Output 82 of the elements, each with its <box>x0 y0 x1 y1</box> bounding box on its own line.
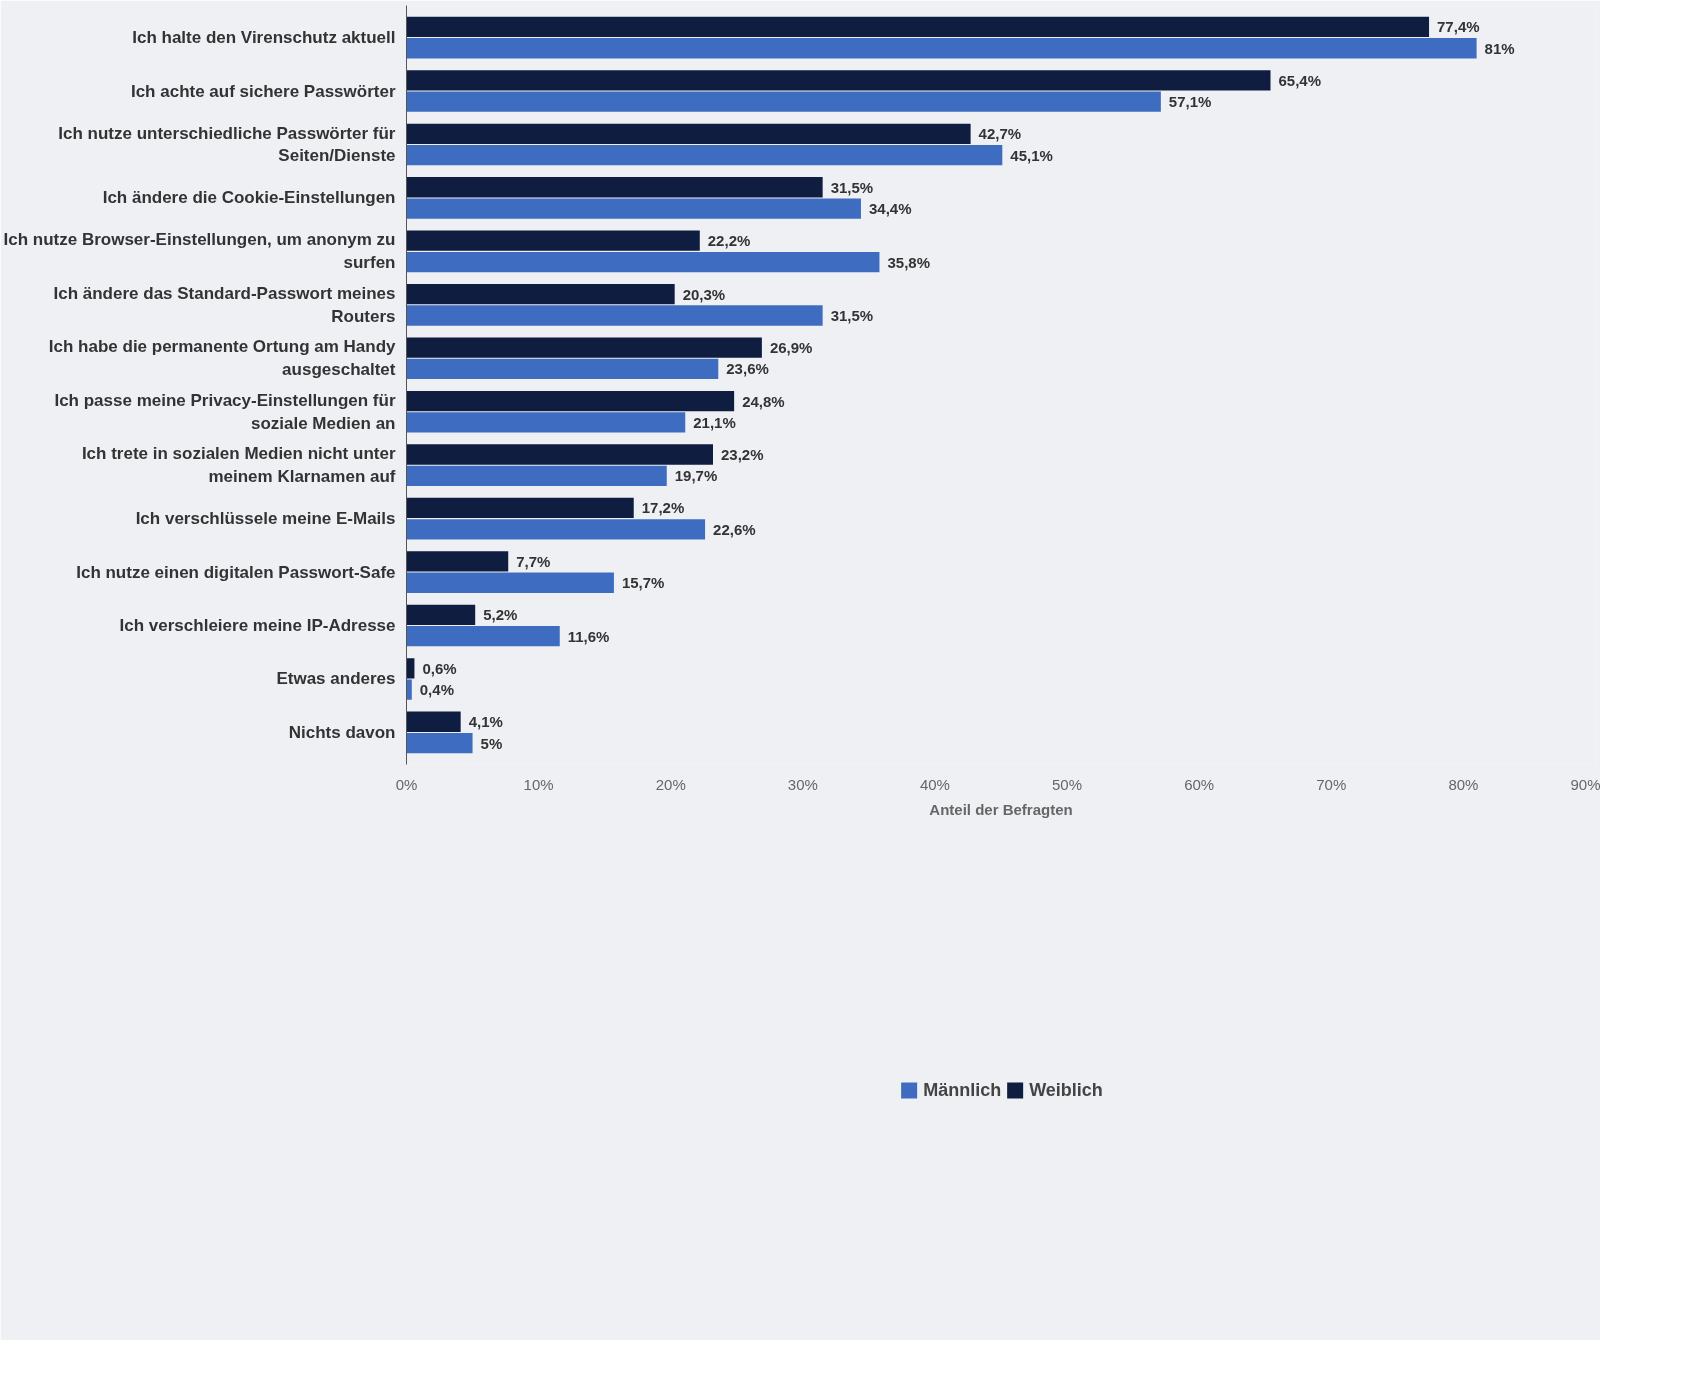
data-label: 7,7% <box>516 552 551 570</box>
bar <box>406 390 735 412</box>
y-tick-label: Ich halte den Virenschutz aktuell <box>132 28 396 48</box>
y-tick-label: Ich habe die permanente Ortung am Handy ausgeschaltet <box>48 337 397 380</box>
data-label: 42,7% <box>978 125 1022 143</box>
data-label: 20,3% <box>682 285 726 303</box>
bar <box>406 465 667 487</box>
data-label: 0,4% <box>419 681 454 699</box>
y-tick-label: Ich ändere die Cookie-Einstellungen <box>102 188 396 208</box>
data-label: 65,4% <box>1278 71 1322 89</box>
bar <box>406 572 614 593</box>
y-tick-label: Ich ändere das Standard-Passwort meines Routers <box>53 283 396 326</box>
bar <box>406 679 412 700</box>
x-axis-title: Anteil der Befragten <box>929 800 1073 818</box>
x-tick-label: 90% <box>1570 775 1601 793</box>
bar <box>406 497 634 519</box>
bar <box>406 337 762 358</box>
bar <box>406 16 1430 38</box>
bar <box>406 38 1477 59</box>
data-label: 34,4% <box>868 200 912 218</box>
bar <box>406 551 509 572</box>
x-tick-label: 0% <box>395 775 418 793</box>
data-label: 19,7% <box>674 467 718 485</box>
data-label: 77,4% <box>1437 18 1480 36</box>
bar <box>406 305 823 326</box>
data-label: 57,1% <box>1168 93 1212 111</box>
x-tick-label: 20% <box>655 775 686 793</box>
x-tick-label: 50% <box>1052 775 1083 793</box>
bar <box>406 283 675 305</box>
data-label: 11,6% <box>567 627 610 645</box>
y-tick-label: Ich trete in sozialen Medien nicht unter meinem Klarnamen auf <box>81 444 396 487</box>
data-label: 26,9% <box>769 339 813 357</box>
bar <box>406 123 971 144</box>
data-label: 24,8% <box>742 392 785 410</box>
data-label: 31,5% <box>830 178 874 196</box>
x-tick-label: 80% <box>1448 775 1479 793</box>
bar <box>406 198 861 219</box>
y-tick-label: Ich achte auf sichere Passwörter <box>130 81 396 101</box>
x-tick-label: 10% <box>523 775 554 793</box>
legend-label: Männlich <box>923 1079 1002 1101</box>
y-tick-label: Ich nutze unterschiedliche Passwörter für Seiten/Dienste <box>58 123 396 166</box>
y-tick-label: Ich nutze Browser-Einstellungen, um anonym zu surfen <box>3 230 396 273</box>
bar <box>406 412 686 433</box>
bar <box>406 145 1003 166</box>
bar <box>406 91 1161 112</box>
data-label: 31,5% <box>830 307 874 325</box>
data-label: 5% <box>480 734 503 752</box>
y-tick-label: Etwas anderes <box>276 669 396 689</box>
bar <box>406 604 476 625</box>
legend-label: Weiblich <box>1029 1079 1103 1101</box>
data-label: 35,8% <box>887 253 930 271</box>
x-tick-label: 40% <box>919 775 950 793</box>
bar <box>406 626 560 647</box>
bar <box>406 519 706 540</box>
data-label: 22,6% <box>713 520 756 538</box>
data-label: 21,1% <box>693 413 736 431</box>
data-label: 15,7% <box>621 574 665 592</box>
y-tick-label: Nichts davon <box>288 722 396 742</box>
bar <box>406 711 461 732</box>
bar <box>406 251 880 273</box>
x-tick-label: 30% <box>787 775 818 793</box>
data-label: 45,1% <box>1010 146 1053 164</box>
bar <box>406 358 719 380</box>
bar <box>406 444 713 465</box>
data-label: 22,2% <box>707 232 751 250</box>
x-tick-label: 60% <box>1184 775 1215 793</box>
y-tick-label: Ich verschlüssele meine E-Mails <box>135 509 396 529</box>
x-tick-label: 70% <box>1316 775 1347 793</box>
y-tick-label: Ich passe meine Privacy-Einstellungen für soziale Medien an <box>54 390 396 433</box>
data-label: 81% <box>1484 39 1515 57</box>
data-label: 23,2% <box>721 445 764 463</box>
data-label: 0,6% <box>422 659 457 677</box>
data-label: 4,1% <box>468 713 503 731</box>
data-label: 23,6% <box>726 360 769 378</box>
bar <box>406 70 1271 91</box>
bar <box>406 732 473 754</box>
bar <box>406 230 700 251</box>
bar <box>406 177 823 198</box>
data-label: 5,2% <box>483 606 518 624</box>
y-tick-label: Ich verschleiere meine IP-Adresse <box>119 616 396 636</box>
y-tick-label: Ich nutze einen digitalen Passwort-Safe <box>76 562 396 582</box>
data-label: 17,2% <box>641 499 685 517</box>
